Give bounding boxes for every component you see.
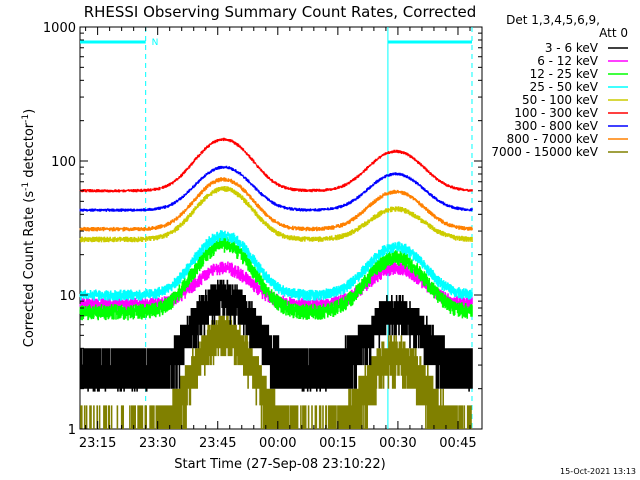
series-line-3-6-kev (79, 279, 473, 392)
legend-label-12-25-kev: 12 - 25 keV (530, 67, 599, 81)
x-axis-ticks: 23:15 23:30 23:45 00:00 00:15 00:30 00:45 (79, 27, 477, 451)
y-axis-label-sup-1: -1 (21, 182, 31, 191)
legend-label-25-50-kev: 25 - 50 keV (530, 80, 599, 94)
legend-label-800-7000-kev: 800 - 7000 keV (507, 132, 599, 146)
x-tick-label: 00:00 (259, 436, 296, 451)
y-axis-label-sup-2: -1 (21, 114, 31, 123)
y-tick-label: 1000 (43, 21, 76, 36)
night-marker-label: N (152, 38, 159, 48)
legend-label-300-800-kev: 300 - 800 keV (514, 119, 598, 133)
series-line-7000-15000-kev (80, 315, 472, 429)
y-axis-label-main: Corrected Count Rate (s (22, 191, 37, 348)
legend-header-attenuator: Att 0 (599, 26, 628, 40)
series-line-300-800-kev (79, 165, 473, 212)
legend-label-100-300-kev: 100 - 300 keV (514, 106, 598, 120)
series-line-100-300-kev (79, 137, 473, 193)
y-tick-label: 10 (59, 289, 76, 304)
x-tick-label: 00:30 (379, 436, 416, 451)
legend-label-3-6-kev: 3 - 6 keV (545, 41, 599, 55)
legend-header-detectors: Det 1,3,4,5,6,9, (506, 13, 600, 27)
chart-title: RHESSI Observing Summary Count Rates, Co… (84, 3, 477, 21)
x-tick-label: 23:45 (199, 436, 236, 451)
x-tick-label: 23:30 (139, 436, 176, 451)
x-tick-label: 00:15 (319, 436, 356, 451)
generated-timestamp: 15-Oct-2021 13:13 (560, 467, 636, 476)
legend-label-50-100-kev: 50 - 100 keV (522, 93, 599, 107)
y-axis-ticks: 1 10 100 1000 (43, 21, 482, 438)
series-line-800-7000-kev (79, 177, 473, 232)
data-series (79, 137, 473, 429)
legend-label-6-12-kev: 6 - 12 keV (537, 54, 599, 68)
y-tick-label: 100 (51, 155, 76, 170)
series-line-50-100-kev (79, 186, 473, 243)
y-axis-label-mid: detector (22, 122, 37, 182)
x-axis-label: Start Time (27-Sep-08 23:10:22) (174, 457, 385, 472)
x-tick-label: 00:45 (439, 436, 476, 451)
x-tick-label: 23:15 (79, 436, 116, 451)
y-tick-label: 1 (68, 423, 76, 438)
series-line-12-25-kev (79, 236, 473, 321)
y-axis-label-end: ) (22, 109, 37, 114)
legend-label-7000-15000-kev: 7000 - 15000 keV (491, 145, 598, 159)
night-intervals: N (80, 38, 472, 48)
y-axis-label: Corrected Count Rate (s-1 detector-1) (21, 109, 37, 347)
